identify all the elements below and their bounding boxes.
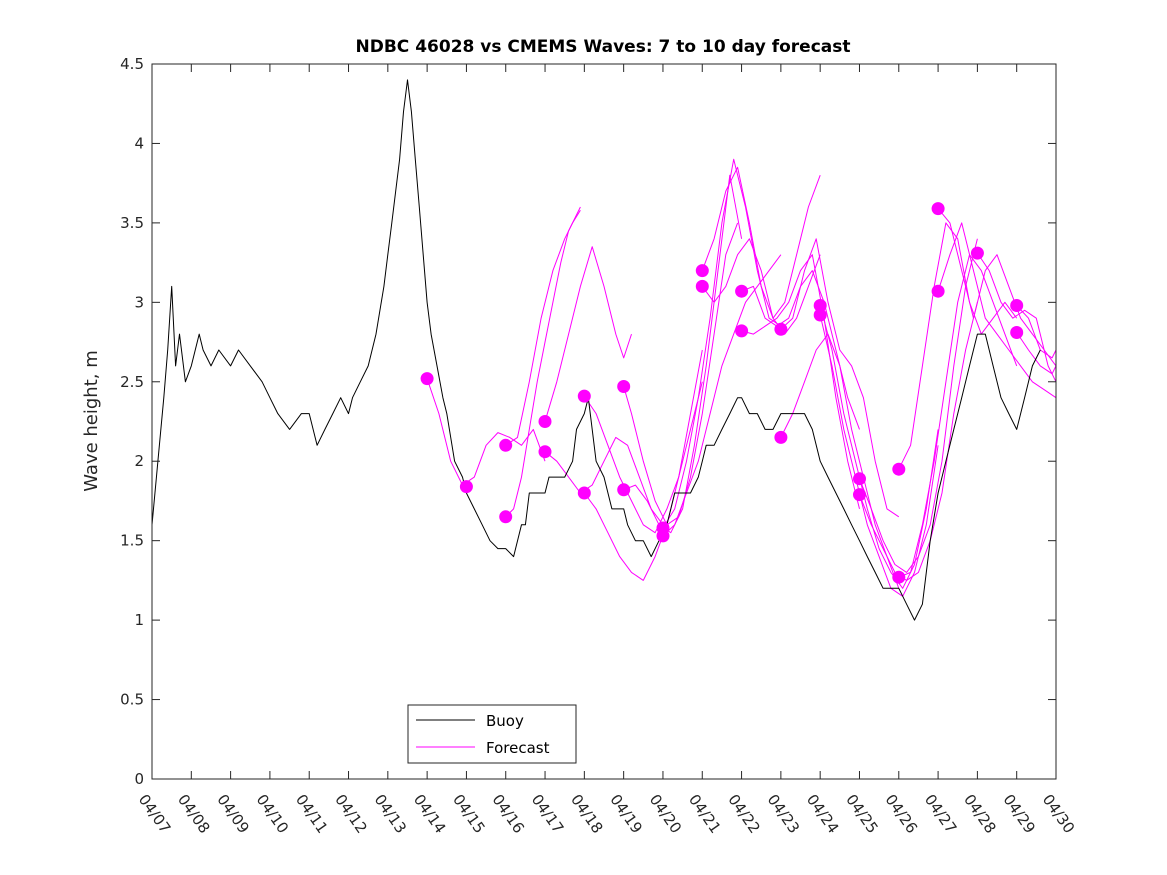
legend-box [407,704,577,764]
forecast-marker [892,570,906,584]
legend: Buoy Forecast [407,704,577,764]
forecast-marker [1010,326,1024,339]
forecast-marker [774,322,788,336]
forecast-line [780,238,900,518]
forecast-line [544,246,632,422]
forecast-markers [420,202,1024,584]
forecast-marker [1010,299,1024,312]
buoy-line [151,79,1041,621]
y-tick-label: 4 [134,134,144,152]
forecast-line [780,333,900,589]
forecast-marker [892,462,906,476]
plot-area [152,64,1056,779]
forecast-line [898,254,1018,578]
forecast-marker [695,264,709,278]
forecast-marker [931,284,945,298]
y-tick-label: 1.5 [120,532,144,550]
forecast-line [583,349,703,534]
y-tick-label: 2.5 [120,373,144,391]
forecast-marker [656,529,670,543]
forecast-line [976,252,1057,383]
forecast-marker [499,510,513,524]
forecast-marker [970,246,984,260]
forecast-marker [774,430,788,444]
legend-buoy-label: Buoy [486,712,524,730]
forecast-line [544,436,664,526]
forecast-marker [931,202,945,216]
forecast-line [662,254,782,537]
forecast-marker [538,415,552,428]
legend-forecast-label: Forecast [486,739,550,757]
forecast-marker [695,279,709,293]
forecast-line [1016,332,1057,375]
y-tick-label: 3 [134,293,144,311]
forecast-line [701,166,821,335]
forecast-marker [853,472,866,486]
forecast-series [426,158,1057,597]
forecast-marker [499,438,513,452]
forecast-marker [577,486,591,500]
forecast-line [623,174,743,534]
forecast-marker [617,483,631,497]
forecast-line [505,206,581,518]
forecast-line [701,175,821,319]
forecast-marker [420,372,434,386]
forecast-marker [617,380,631,393]
forecast-line [859,238,978,573]
y-tick-label: 0.5 [120,691,144,709]
forecast-marker [538,445,552,459]
forecast-line [741,254,860,510]
forecast-marker [735,284,749,298]
y-tick-label: 3.5 [120,214,144,232]
y-tick-label: 0 [134,770,144,788]
forecast-line [937,222,1057,399]
y-tick-label: 1 [134,611,144,629]
forecast-marker [459,480,473,494]
y-tick-label: 2 [134,452,144,470]
y-tick-label: 4.5 [120,55,144,73]
buoy-series [151,79,1041,621]
chart-title: NDBC 46028 vs CMEMS Waves: 7 to 10 day f… [356,37,851,57]
y-axis-label: Wave height, m [81,350,102,491]
forecast-marker [813,299,827,312]
forecast-line [583,381,703,581]
forecast-marker [735,324,749,338]
forecast-marker [577,389,591,403]
forecast-marker [813,308,827,322]
forecast-marker [853,488,866,502]
forecast-line [426,378,546,486]
plot-frame [151,63,1057,780]
y-axis: 0 0.5 1 1.5 2 2.5 3 3.5 4 4.5 [120,55,1056,788]
forecast-line [819,305,939,589]
forecast-line [859,302,978,581]
